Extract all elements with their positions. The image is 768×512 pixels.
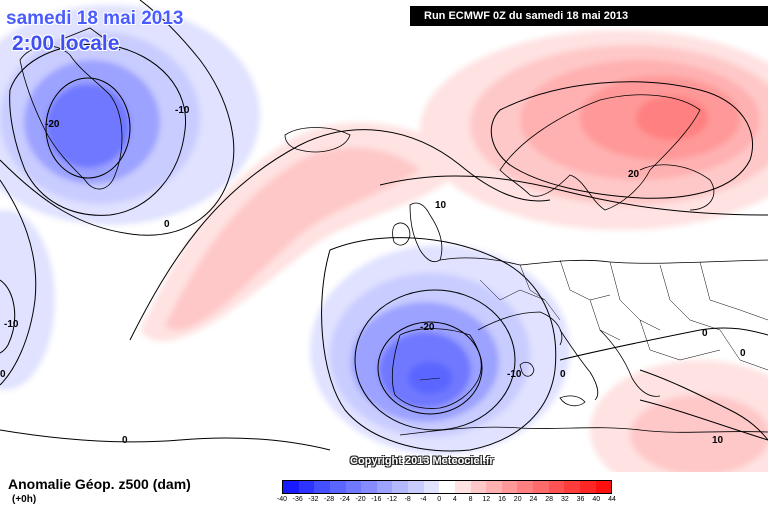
- color-swatch: [298, 481, 315, 493]
- contour-label: -10: [175, 105, 190, 116]
- variable-title: Anomalie Géop. z500 (dam): [8, 476, 191, 492]
- borders: [419, 259, 768, 381]
- color-scale-tick: 4: [452, 496, 457, 503]
- color-scale-tick: 12: [482, 496, 491, 503]
- color-swatch: [486, 481, 502, 493]
- color-scale-tick: -28: [324, 496, 335, 503]
- color-scale-tick: -36: [292, 496, 303, 503]
- color-swatch: [392, 481, 408, 493]
- lead-time: (+0h): [12, 494, 37, 505]
- color-scale-tick: 44: [608, 496, 616, 503]
- contour-label: -20: [420, 322, 435, 333]
- color-scale-tick: 36: [576, 496, 585, 503]
- color-scale-tick: -4: [420, 496, 427, 503]
- color-swatch: [501, 481, 518, 493]
- color-scale-tick: 0: [437, 496, 442, 503]
- contour-label: 0: [560, 369, 566, 380]
- date-title: samedi 18 mai 2013: [6, 8, 184, 29]
- color-swatch: [564, 481, 580, 493]
- color-scale-tick: 8: [468, 496, 473, 503]
- color-swatch: [548, 481, 565, 493]
- contour-label: 0: [740, 348, 746, 359]
- color-swatch: [345, 481, 362, 493]
- time-title: 2:00 locale: [12, 32, 120, 55]
- color-swatch: [517, 481, 533, 493]
- color-scale-tick: 32: [560, 496, 569, 503]
- contour-label: -20: [45, 119, 60, 130]
- color-scale-tick: -40: [276, 496, 288, 503]
- color-swatch: [283, 481, 299, 493]
- color-swatch: [408, 481, 424, 493]
- color-swatch: [439, 481, 455, 493]
- color-scale-tick: -32: [308, 496, 319, 503]
- color-scale-tick: 24: [529, 496, 538, 503]
- color-scale-tick: 16: [498, 496, 506, 503]
- color-swatch: [595, 481, 612, 493]
- contour-label: -10: [4, 319, 19, 330]
- color-scale-tick: -12: [386, 496, 398, 503]
- color-scale-tick: 28: [545, 496, 554, 503]
- color-swatch: [423, 481, 440, 493]
- color-scale-swatches: [282, 480, 612, 494]
- contour-label: 0: [122, 435, 128, 446]
- color-scale-tick: -8: [404, 496, 411, 503]
- color-swatch: [329, 481, 346, 493]
- contour-label: 0: [0, 369, 6, 380]
- negative-anomaly-field: [0, 5, 570, 455]
- anomaly-map: -20 -10 0 -10 0 20 10 -20 -10 0 0 0 0 10: [0, 0, 768, 472]
- color-scale-tick: -24: [339, 496, 350, 503]
- contour-label: 0: [164, 219, 170, 230]
- color-scale-tick: -16: [371, 496, 382, 503]
- color-swatch: [361, 481, 377, 493]
- contour-label-layer: -20 -10 0 -10 0 20 10 -20 -10 0 0 0 0 10: [0, 105, 746, 446]
- contour-lines: [0, 0, 768, 452]
- contour-label: 10: [712, 435, 724, 446]
- color-swatch: [470, 481, 487, 493]
- color-swatch: [579, 481, 596, 493]
- run-banner: Run ECMWF 0Z du samedi 18 mai 2013: [410, 6, 768, 26]
- contour-label: 0: [702, 328, 708, 339]
- color-scale-tick: -20: [355, 496, 366, 503]
- color-scale-ticks: -40 -36 -32 -28 -24 -20 -16 -12 -8 -4 0 4 8 12 16 20 24 2…: [277, 494, 616, 506]
- copyright: Copyright 2013 Meteociel.fr: [350, 455, 494, 467]
- color-scale-tick: 40: [592, 496, 601, 503]
- contour-label: -10: [507, 369, 522, 380]
- positive-anomaly-field: [140, 30, 768, 472]
- color-scale-tick: 20: [513, 496, 522, 503]
- color-swatch: [533, 481, 549, 493]
- color-scale: -40 -36 -32 -28 -24 -20 -16 -12 -8 -4 0 4 8 12 16 20 24 2…: [277, 480, 616, 508]
- contour-label: 10: [435, 200, 447, 211]
- color-swatch: [314, 481, 330, 493]
- color-swatch: [454, 481, 471, 493]
- color-swatch: [376, 481, 393, 493]
- coastlines: [19, 27, 768, 436]
- contour-label: 20: [628, 169, 640, 180]
